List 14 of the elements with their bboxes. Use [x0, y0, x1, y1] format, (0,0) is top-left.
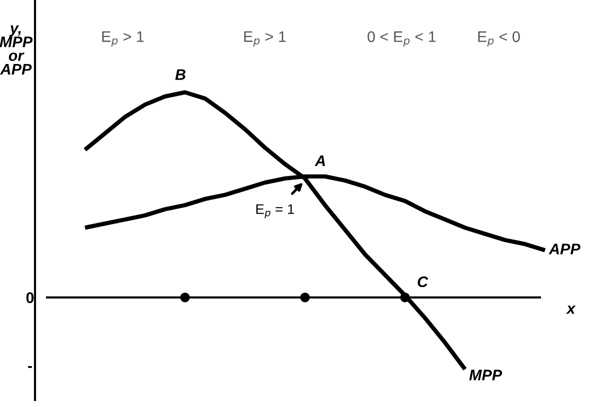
series-label: MPP — [469, 370, 502, 380]
text: - — [28, 366, 32, 368]
text: E$_{p}$ < 0 — [478, 31, 520, 47]
annotation: C — [418, 276, 428, 288]
annotation: A — [314, 155, 325, 166]
text: E$_{p}$ > 1 — [102, 31, 144, 47]
text: 0 — [26, 292, 34, 304]
text: B — [175, 69, 186, 80]
text: 0 < E$_{p}$ < 1 — [368, 31, 436, 47]
y-axis-title: y, MPP or APP — [0, 25, 33, 74]
text: E$_{p}$ > 1 — [244, 31, 286, 47]
x-axis-title: x — [566, 306, 576, 314]
series-label: APP — [548, 244, 580, 254]
annotation: E$_{p}$ = 1 — [256, 204, 294, 218]
